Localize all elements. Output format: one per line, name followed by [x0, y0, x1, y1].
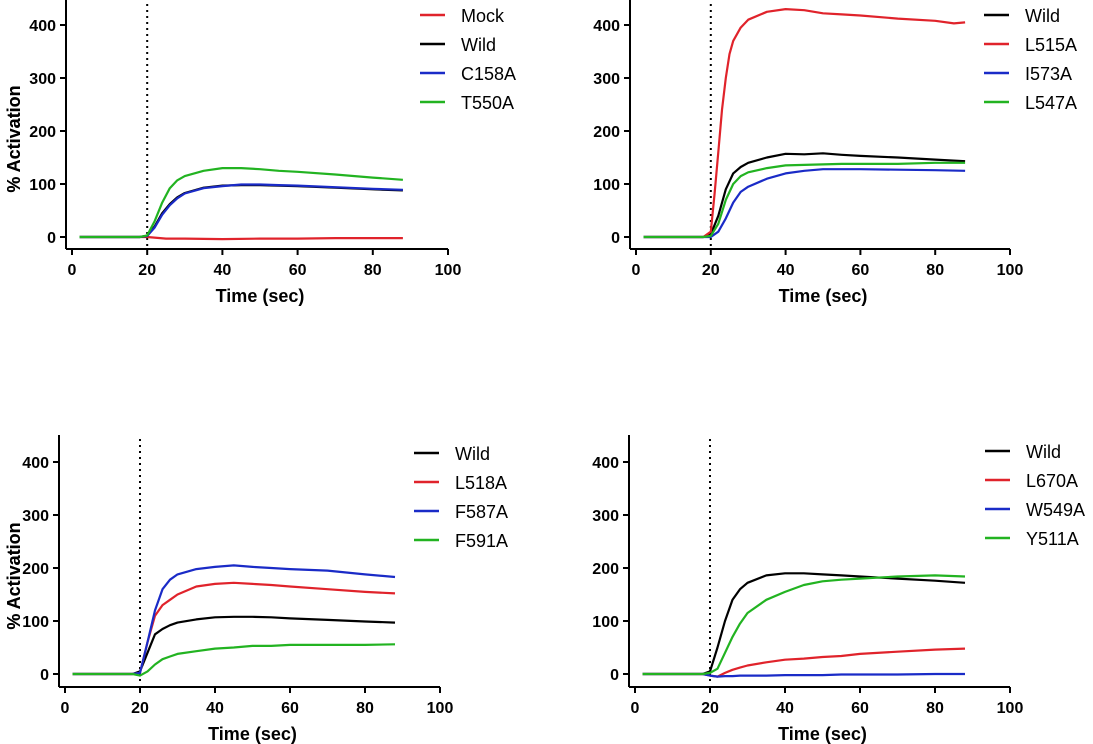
chart-panel-1: 0 100 200 300 400 0 20 40 60 80 100 Time (sec) % Act… — [4, 0, 516, 306]
y-tick-label: 200 — [593, 124, 620, 141]
y-tick-label: 100 — [593, 177, 620, 194]
series-line-f591a — [72, 643, 396, 677]
legend-label: Wild — [461, 35, 496, 55]
y-tick-label: 300 — [22, 508, 49, 525]
y-axis-title: % Activation — [4, 85, 24, 192]
x-tick-label: 40 — [214, 262, 232, 279]
y-tick-label: 300 — [593, 71, 620, 88]
y-axis-title: % Activation — [4, 85, 24, 192]
x-tick-label: 100 — [997, 262, 1024, 279]
legend-label: F591A — [455, 531, 508, 551]
x-tick-label: 40 — [777, 262, 795, 279]
legend-label: Mock — [461, 6, 505, 26]
y-axis-title: % Activation — [4, 522, 24, 629]
x-tick-label: 100 — [997, 700, 1024, 717]
legend-label: F587A — [455, 502, 508, 522]
x-tick-label: 0 — [631, 700, 640, 717]
x-tick-label: 80 — [926, 700, 944, 717]
x-axis-title: Time (sec) — [208, 724, 297, 744]
legend-label: W549A — [1026, 500, 1085, 520]
legend-label: L515A — [1025, 35, 1077, 55]
x-tick-label: 0 — [68, 262, 77, 279]
x-tick-label: 60 — [289, 262, 307, 279]
y-tick-label: 100 — [29, 177, 56, 194]
x-tick-label: 80 — [926, 262, 944, 279]
series-line-wild — [72, 615, 396, 676]
series-line-l547a — [643, 161, 966, 239]
x-tick-label: 20 — [131, 700, 149, 717]
x-tick-label: 40 — [776, 700, 794, 717]
legend-label: Wild — [1025, 6, 1060, 26]
series-line-t550a — [79, 167, 403, 239]
x-tick-label: 20 — [138, 262, 156, 279]
y-tick-label: 0 — [610, 667, 619, 684]
y-tick-label: 300 — [592, 508, 619, 525]
series-line-y511a — [642, 574, 966, 676]
legend-label: C158A — [461, 64, 516, 84]
x-tick-label: 0 — [632, 262, 641, 279]
x-axis-title: Time (sec) — [779, 286, 868, 306]
y-axis-title: % Activation — [4, 522, 24, 629]
x-tick-label: 20 — [702, 262, 720, 279]
y-tick-label: 0 — [40, 667, 49, 684]
series-line-f587a — [72, 564, 396, 676]
y-tick-label: 100 — [592, 614, 619, 631]
x-tick-label: 80 — [356, 700, 374, 717]
series-line-i573a — [643, 168, 966, 239]
series-line-w549a — [642, 672, 965, 678]
x-tick-label: 0 — [61, 700, 70, 717]
x-tick-label: 100 — [435, 262, 462, 279]
x-axis-title: Time (sec) — [216, 286, 305, 306]
series-line-l670a — [642, 647, 966, 678]
x-tick-label: 60 — [852, 262, 870, 279]
series-line-l518a — [72, 581, 396, 676]
series-line-l515a — [643, 8, 966, 239]
legend-label: L547A — [1025, 93, 1077, 113]
y-tick-label: 300 — [29, 71, 56, 88]
x-tick-label: 40 — [206, 700, 224, 717]
y-tick-label: 0 — [611, 230, 620, 247]
series-line-wild — [643, 152, 966, 239]
series-line-c158a — [79, 183, 403, 239]
y-tick-label: 200 — [29, 124, 56, 141]
y-tick-label: 200 — [592, 561, 619, 578]
y-tick-label: 400 — [22, 455, 49, 472]
x-tick-label: 20 — [701, 700, 719, 717]
x-axis-title: Time (sec) — [778, 724, 867, 744]
legend-label: L670A — [1026, 471, 1078, 491]
legend-label: I573A — [1025, 64, 1072, 84]
chart-panel-3: 0 100 200 300 400 0 20 40 60 80 100 Time (sec) % Act… — [4, 435, 508, 744]
x-tick-label: 100 — [427, 700, 454, 717]
legend-label: Y511A — [1026, 529, 1079, 549]
y-tick-label: 400 — [593, 18, 620, 35]
legend-label: Wild — [455, 444, 490, 464]
x-tick-label: 80 — [364, 262, 382, 279]
legend-label: Wild — [1026, 442, 1061, 462]
y-tick-label: 400 — [29, 18, 56, 35]
y-tick-label: 200 — [22, 561, 49, 578]
legend-label: L518A — [455, 473, 507, 493]
x-tick-label: 60 — [281, 700, 299, 717]
y-tick-label: 400 — [592, 455, 619, 472]
legend-label: T550A — [461, 93, 514, 113]
y-tick-label: 100 — [22, 614, 49, 631]
series-line-wild — [79, 184, 403, 239]
y-tick-label: 0 — [47, 230, 56, 247]
x-tick-label: 60 — [851, 700, 869, 717]
series-line-wild — [642, 572, 966, 676]
